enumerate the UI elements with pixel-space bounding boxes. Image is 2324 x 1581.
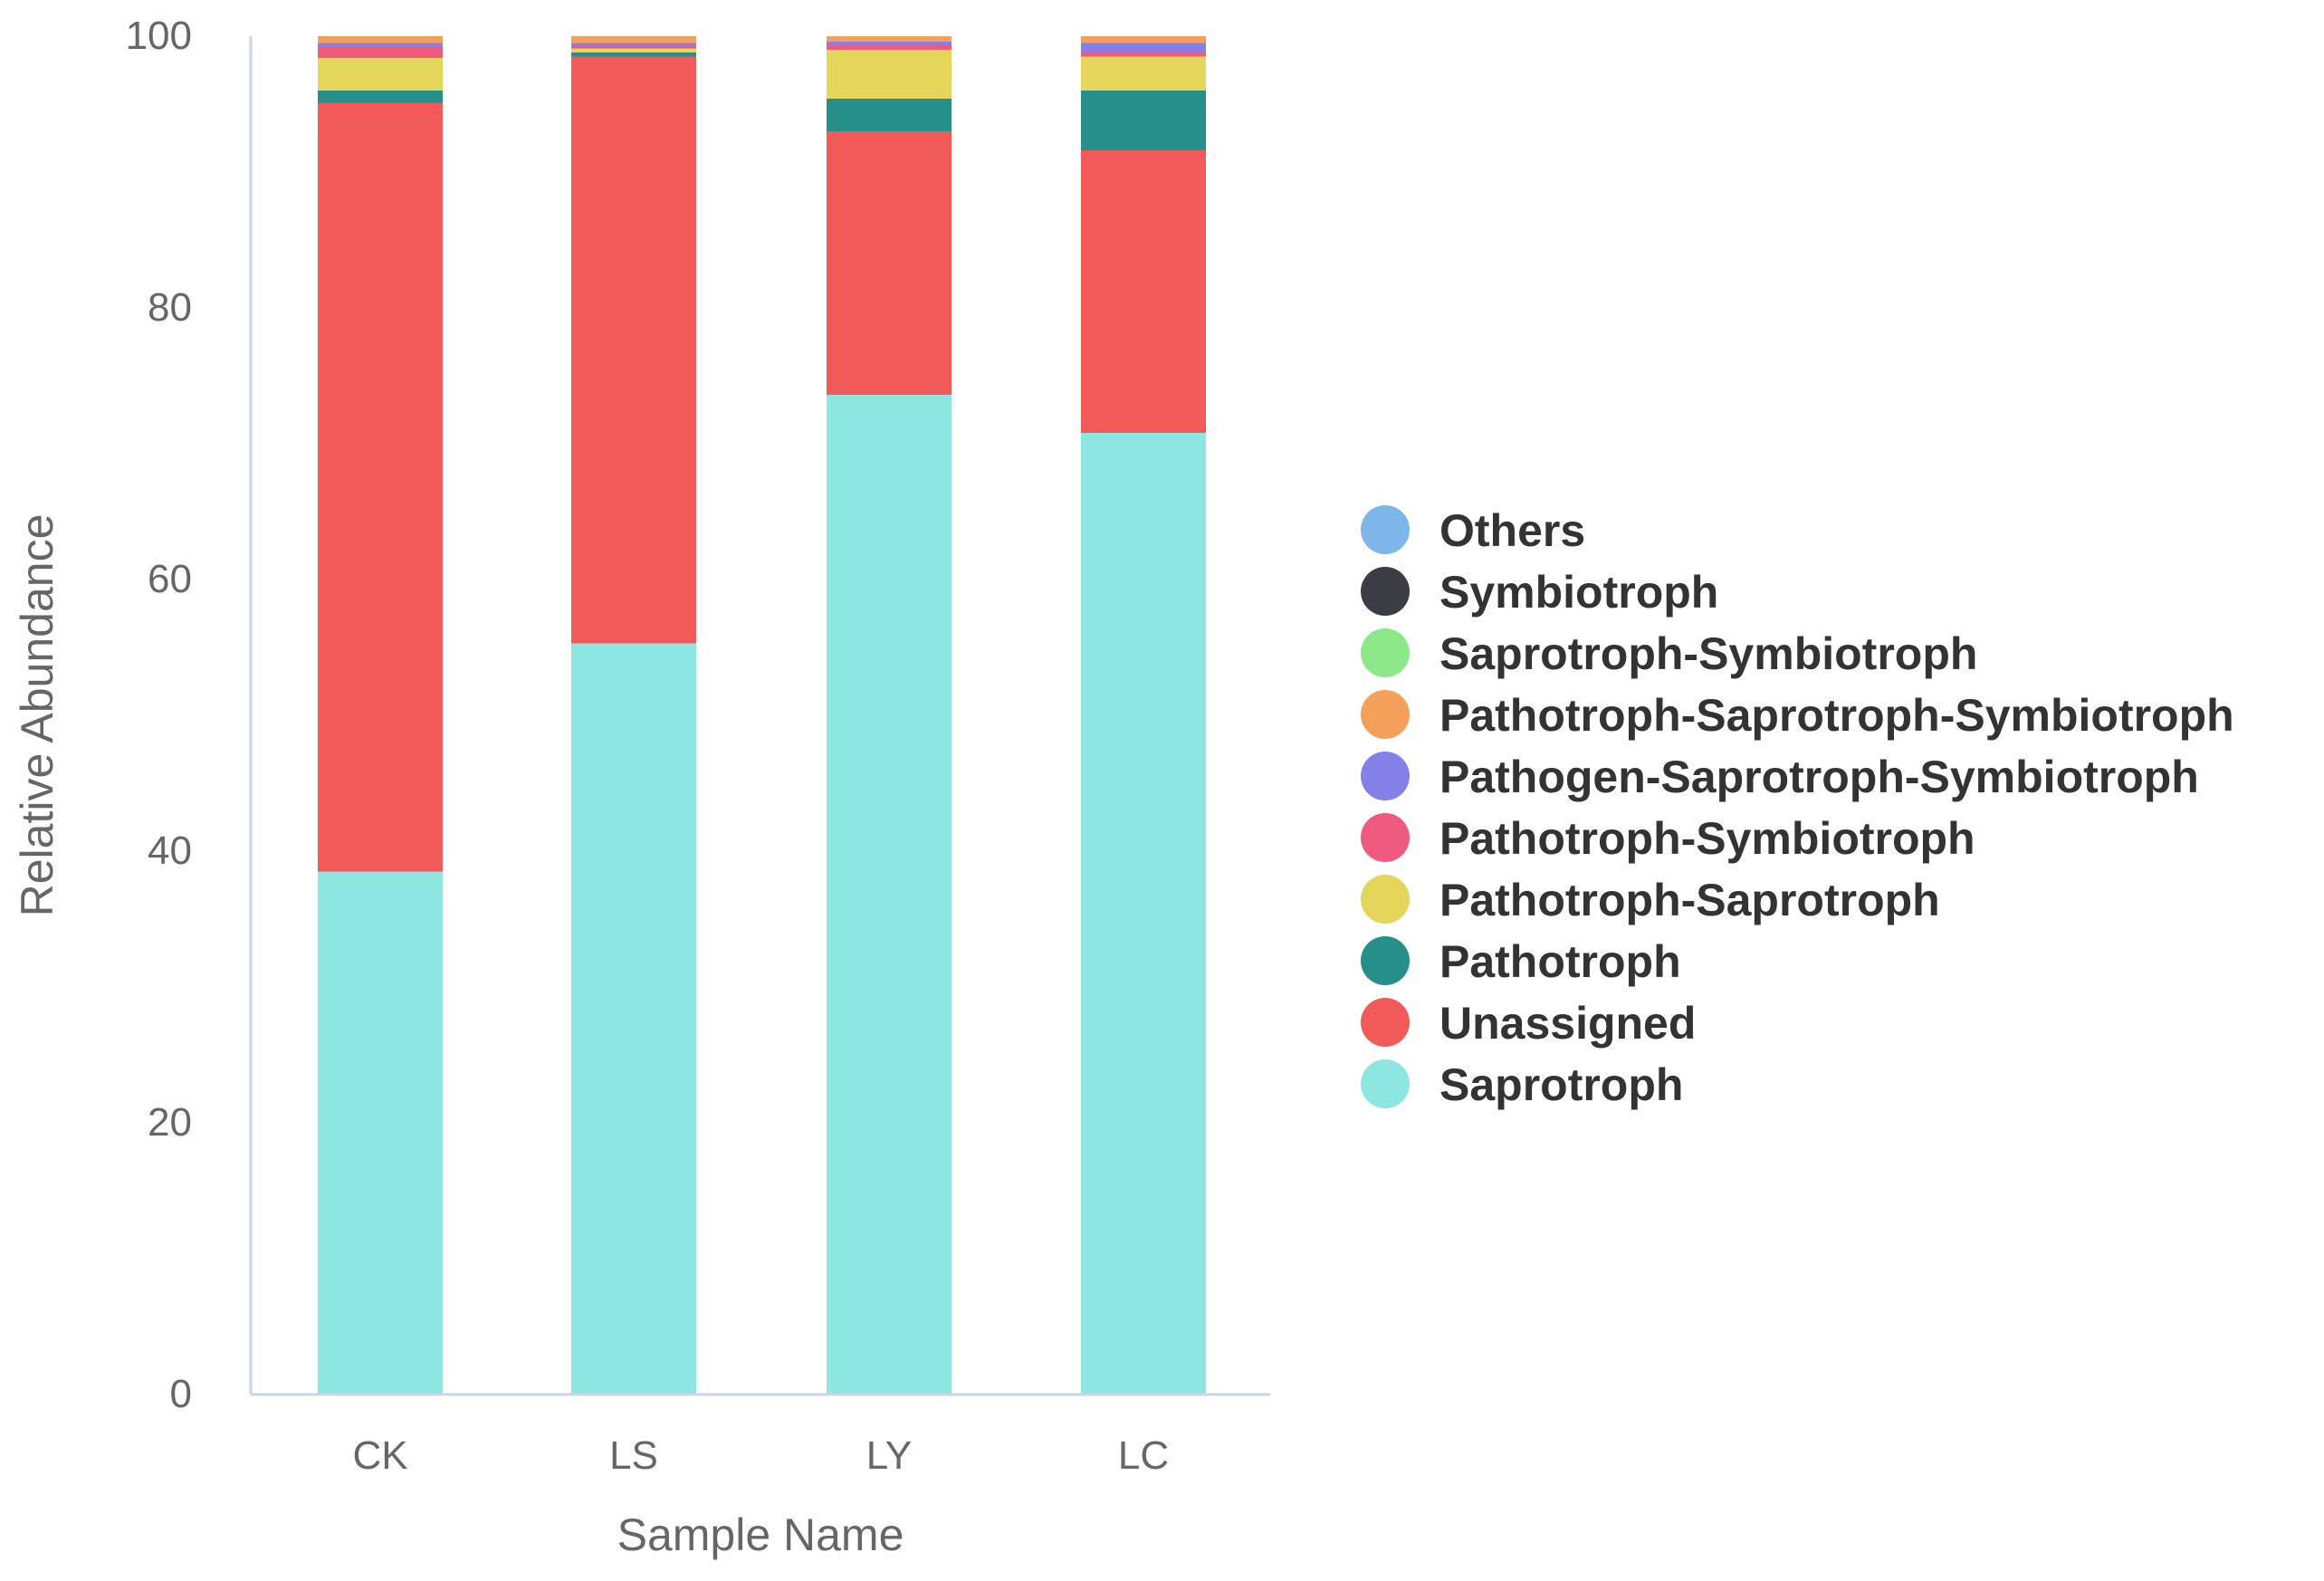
- bars-layer: [318, 36, 1206, 1394]
- x-tick-labels: CK LS LY LC: [352, 1433, 1169, 1478]
- legend-marker: [1361, 505, 1410, 554]
- legend-label: Symbiotroph: [1439, 567, 1718, 618]
- bar-lc-pathotroph: [1081, 91, 1206, 150]
- x-tick-label: CK: [352, 1433, 407, 1478]
- y-axis-title: Relative Abundance: [12, 514, 62, 917]
- legend-label: Saprotroph: [1439, 1059, 1683, 1110]
- bar-ly-unassigned: [827, 131, 952, 395]
- y-tick-label: 40: [148, 829, 192, 873]
- x-tick-label: LS: [609, 1433, 658, 1478]
- legend-marker: [1361, 752, 1410, 800]
- bar-ck-pathotroph-saprotroph: [318, 58, 443, 91]
- bar-lc-saprotroph: [1081, 433, 1206, 1394]
- bar-ly-pathotroph-saprotroph-symbiotroph: [827, 36, 952, 42]
- y-tick-labels: 0 20 40 60 80 100: [126, 14, 192, 1416]
- bar-ly-pathogen-saprotroph-symbiotroph: [827, 42, 952, 44]
- bar-lc-pathotroph-symbiotroph: [1081, 53, 1206, 57]
- bar-ls-pathotroph-symbiotroph: [571, 45, 696, 49]
- bar-ck-unassigned: [318, 102, 443, 872]
- legend-marker: [1361, 936, 1410, 985]
- bar-ls-unassigned: [571, 56, 696, 644]
- bar-ls-pathotroph: [571, 53, 696, 57]
- bar-ly-pathotroph-saprotroph: [827, 50, 952, 99]
- bar-lc-pathotroph-saprotroph: [1081, 56, 1206, 91]
- bar-ck-saprotroph: [318, 871, 443, 1394]
- bar-ls-pathotroph-saprotroph: [571, 48, 696, 53]
- legend-label: Unassigned: [1439, 998, 1696, 1049]
- legend-label: Pathotroph-Symbiotroph: [1439, 813, 1975, 864]
- legend-marker: [1361, 690, 1410, 739]
- x-tick-label: LY: [866, 1433, 913, 1478]
- bar-ls-pathogen-saprotroph-symbiotroph: [571, 43, 696, 46]
- bar-ly-pathotroph: [827, 99, 952, 131]
- legend-label: Pathogen-Saprotroph-Symbiotroph: [1439, 752, 2199, 802]
- legend-marker: [1361, 813, 1410, 862]
- bar-ck-pathogen-saprotroph-symbiotroph: [318, 43, 443, 47]
- legend-label: Pathotroph-Saprotroph: [1439, 875, 1940, 925]
- axes-layer: [249, 36, 1270, 1396]
- bar-lc-pathogen-saprotroph-symbiotroph: [1081, 43, 1206, 53]
- bar-lc-unassigned: [1081, 150, 1206, 433]
- legend-marker: [1361, 875, 1410, 924]
- bar-ls-pathotroph-saprotroph-symbiotroph: [571, 36, 696, 43]
- y-tick-label: 80: [148, 285, 192, 330]
- legend-label: Pathotroph-Saprotroph-Symbiotroph: [1439, 690, 2234, 741]
- legend-label: Saprotroph-Symbiotroph: [1439, 628, 1977, 679]
- legend-label: Pathotroph: [1439, 936, 1681, 987]
- bar-ly-pathotroph-symbiotroph: [827, 44, 952, 50]
- x-axis-title: Sample Name: [617, 1509, 904, 1560]
- y-tick-label: 20: [148, 1100, 192, 1145]
- legend-marker: [1361, 567, 1410, 616]
- y-tick-label: 0: [170, 1372, 192, 1416]
- bar-ck-pathotroph-saprotroph-symbiotroph: [318, 36, 443, 43]
- y-tick-label: 100: [126, 14, 192, 58]
- bar-lc-pathotroph-saprotroph-symbiotroph: [1081, 36, 1206, 43]
- bar-ck-pathotroph: [318, 91, 443, 103]
- legend-marker: [1361, 1059, 1410, 1108]
- bar-ls-saprotroph: [571, 643, 696, 1394]
- bar-ck-pathotroph-symbiotroph: [318, 47, 443, 58]
- y-tick-label: 60: [148, 557, 192, 601]
- x-tick-label: LC: [1118, 1433, 1169, 1478]
- bar-ly-saprotroph: [827, 395, 952, 1394]
- legend-marker: [1361, 998, 1410, 1047]
- legend: Others Symbiotroph Saprotroph-Symbiotroph P…: [1361, 505, 2234, 1110]
- legend-marker: [1361, 628, 1410, 677]
- legend-label: Others: [1439, 505, 1585, 556]
